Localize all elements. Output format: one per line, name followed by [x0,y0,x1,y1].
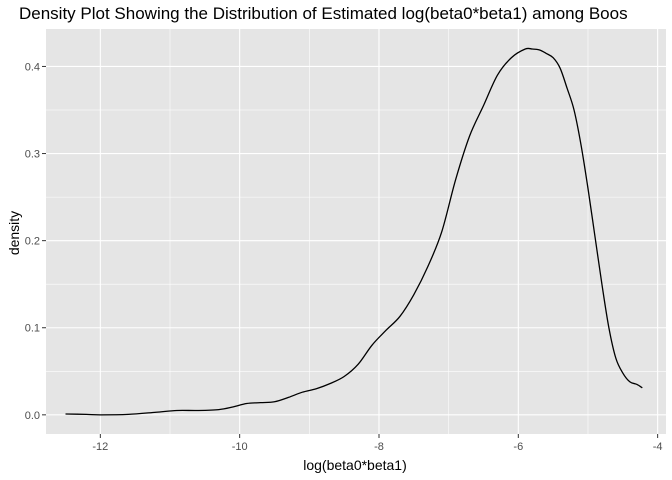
y-tick-label: 0.0 [25,410,40,422]
x-tick-label: -10 [232,441,248,453]
x-tick-label: -4 [653,441,663,453]
y-axis-title: density [6,211,22,255]
plot-panel [46,29,666,434]
chart-title: Density Plot Showing the Distribution of… [19,4,628,23]
x-tick-label: -12 [92,441,108,453]
minor-gridlines [46,29,666,434]
x-axis: -12 -10 -8 -6 -4 [92,434,663,453]
x-axis-title: log(beta0*beta1) [303,457,407,473]
density-curve [65,47,643,416]
x-tick-label: -6 [513,441,523,453]
major-gridlines [46,29,666,434]
y-axis: 0.0 0.1 0.2 0.3 0.4 [25,61,46,422]
x-tick-label: -8 [374,441,384,453]
y-tick-label: 0.3 [25,149,40,161]
y-tick-label: 0.4 [25,61,40,73]
y-tick-label: 0.2 [25,236,40,248]
y-tick-label: 0.1 [25,323,40,335]
